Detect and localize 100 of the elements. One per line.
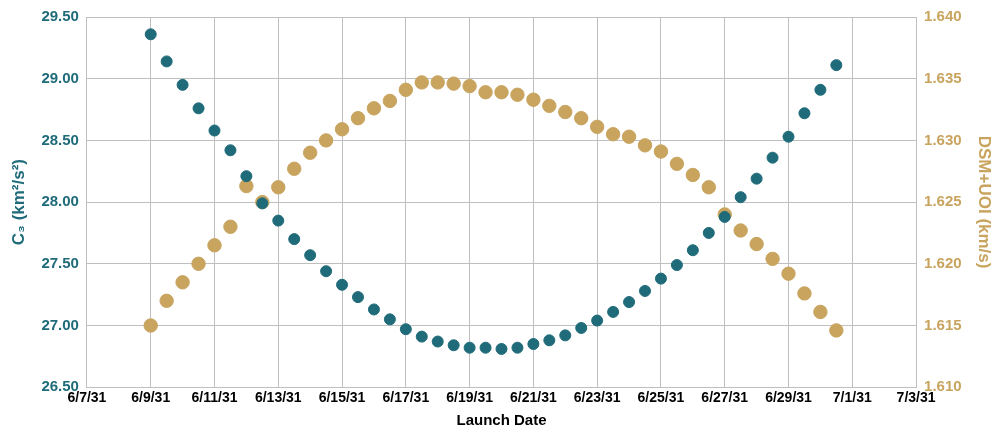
y2-tick-label: 1.640 (924, 7, 962, 25)
point (320, 265, 333, 278)
point (399, 323, 412, 336)
x-tick-label: 6/13/31 (254, 389, 302, 406)
point (591, 314, 604, 327)
point (462, 78, 477, 94)
point (669, 156, 685, 172)
x-tick-label: 6/9/31 (131, 389, 171, 406)
point (813, 304, 828, 320)
point (637, 138, 653, 153)
point (765, 251, 780, 267)
point (143, 318, 158, 333)
point (526, 92, 541, 107)
point (160, 55, 173, 68)
point (559, 329, 572, 342)
y2-tick-label: 1.635 (924, 68, 962, 86)
point (782, 130, 795, 143)
point (223, 219, 238, 234)
y-tick-label: 28.50 (41, 130, 79, 148)
point (623, 296, 636, 309)
x-tick-label: 6/21/31 (510, 389, 557, 406)
point (797, 286, 812, 301)
point (350, 110, 366, 126)
x-tick-label: 6/17/31 (382, 389, 430, 406)
point (685, 167, 701, 183)
point (750, 172, 763, 185)
point (446, 76, 461, 91)
x-tick-label: 6/15/31 (318, 389, 366, 406)
point (558, 104, 573, 120)
point (367, 303, 380, 316)
point (304, 249, 317, 262)
point (575, 321, 588, 334)
point (224, 144, 237, 157)
point (589, 119, 605, 135)
point (494, 85, 509, 100)
point (607, 305, 620, 318)
y2-tick-label: 1.620 (924, 253, 962, 271)
point (605, 127, 621, 142)
point (653, 144, 669, 159)
y2-tick-label: 1.630 (924, 130, 962, 148)
point (272, 214, 285, 227)
point (543, 334, 556, 347)
point (639, 284, 651, 297)
point (766, 151, 779, 164)
point (176, 78, 189, 91)
point (366, 101, 382, 116)
y2-tick-label: 1.615 (924, 315, 962, 333)
y2-tick-label: 1.625 (924, 192, 962, 210)
point (208, 124, 221, 137)
point (271, 180, 286, 195)
point (574, 110, 589, 126)
x-tick-label: 6/27/31 (701, 389, 749, 406)
point (336, 278, 349, 291)
point (830, 59, 843, 72)
y-axis-title: C₃ (km²/s²) (8, 158, 28, 246)
x-tick-label: 6/23/31 (573, 389, 621, 406)
y-tick-label: 27.50 (41, 253, 79, 271)
point (749, 236, 764, 252)
point (175, 275, 190, 290)
point (159, 293, 174, 309)
point (352, 291, 364, 304)
point (654, 272, 667, 285)
y-tick-label: 29.00 (41, 68, 79, 86)
point (191, 256, 206, 271)
point (383, 313, 396, 326)
point (670, 259, 683, 272)
y-tick-label: 28.00 (41, 192, 79, 210)
point (527, 338, 540, 351)
point (510, 87, 525, 102)
point (430, 75, 445, 90)
point (334, 122, 350, 137)
point (144, 28, 157, 41)
point (478, 85, 493, 100)
point (414, 75, 429, 90)
point (288, 233, 301, 246)
point (542, 98, 557, 114)
point (240, 170, 253, 183)
y-tick-label: 27.00 (41, 315, 79, 333)
point (798, 107, 811, 120)
point (734, 191, 747, 204)
x-tick-label: 6/29/31 (765, 389, 813, 406)
point (318, 133, 334, 148)
point (511, 341, 524, 354)
point (415, 330, 428, 343)
point (463, 341, 476, 354)
point (398, 82, 414, 98)
y-tick-label: 29.50 (41, 7, 79, 25)
point (829, 323, 844, 338)
point (207, 238, 222, 253)
point (701, 180, 716, 195)
x-axis-title: Launch Date (456, 411, 547, 429)
y2-axis-title: DSM+UOI (km/s) (975, 135, 995, 269)
x-tick-label: 7/1/31 (832, 389, 872, 406)
point (431, 335, 444, 348)
x-tick-label: 6/25/31 (637, 389, 685, 406)
point (302, 145, 318, 160)
point (447, 339, 460, 352)
point (781, 266, 796, 281)
point (733, 223, 748, 238)
point (495, 342, 508, 355)
